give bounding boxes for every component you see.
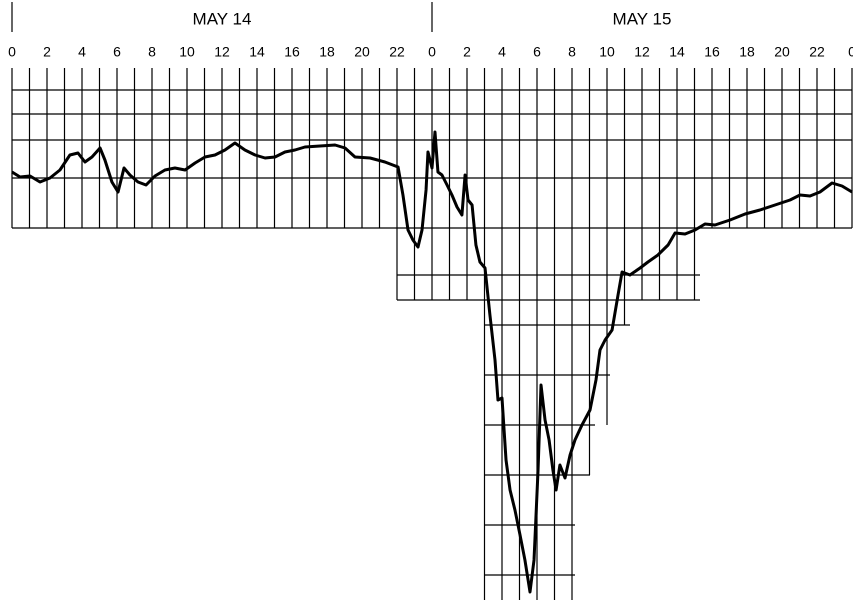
x-tick-label: 20 bbox=[354, 44, 370, 60]
x-tick-label: 2 bbox=[463, 44, 471, 60]
x-tick-label: 2 bbox=[43, 44, 51, 60]
x-tick-label: 4 bbox=[498, 44, 506, 60]
x-tick-label: 0 bbox=[428, 44, 436, 60]
x-tick-label: 10 bbox=[599, 44, 615, 60]
x-tick-label: 6 bbox=[533, 44, 541, 60]
x-tick-label: 12 bbox=[214, 44, 230, 60]
x-tick-label: 6 bbox=[113, 44, 121, 60]
trace bbox=[11, 130, 853, 594]
x-tick-label: 4 bbox=[78, 44, 86, 60]
day-label: MAY 15 bbox=[613, 9, 672, 28]
x-tick-label: 12 bbox=[634, 44, 650, 60]
x-tick-label: 14 bbox=[249, 44, 265, 60]
x-tick-label: 8 bbox=[568, 44, 576, 60]
x-tick-label: 20 bbox=[774, 44, 790, 60]
x-tick-label: 22 bbox=[389, 44, 405, 60]
x-tick-label: 16 bbox=[284, 44, 300, 60]
x-tick-label: 14 bbox=[669, 44, 685, 60]
x-tick-label: 22 bbox=[809, 44, 825, 60]
x-tick-label: 0 bbox=[8, 44, 16, 60]
x-tick-label: 0 bbox=[848, 44, 853, 60]
x-tick-label: 18 bbox=[319, 44, 335, 60]
x-tick-label: 18 bbox=[739, 44, 755, 60]
x-tick-label: 16 bbox=[704, 44, 720, 60]
x-tick-label: 10 bbox=[179, 44, 195, 60]
day-label: MAY 14 bbox=[193, 9, 252, 28]
x-tick-label: 8 bbox=[148, 44, 156, 60]
